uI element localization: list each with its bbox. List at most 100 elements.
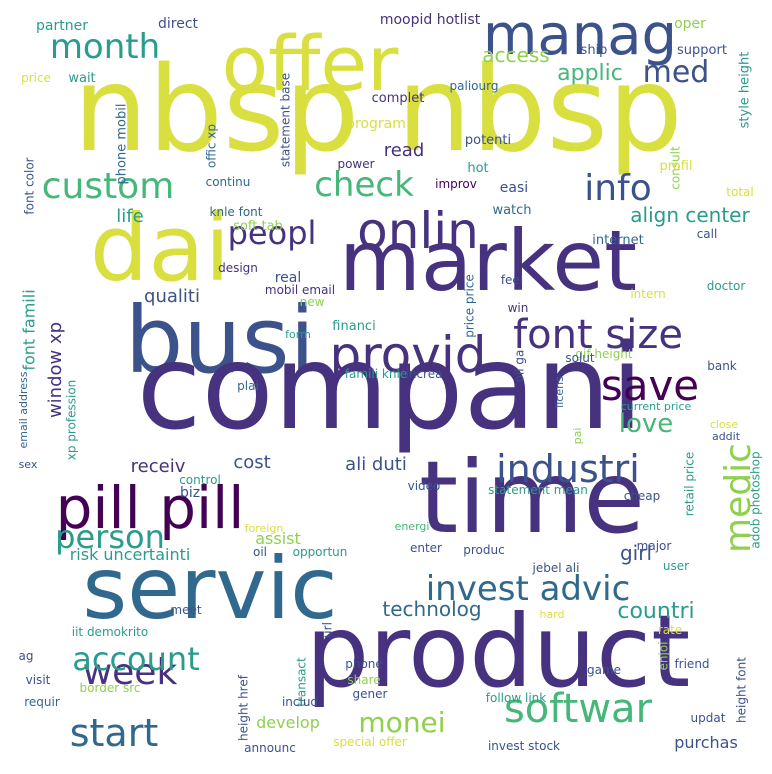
word-continu: continu <box>206 175 251 189</box>
word-check: check <box>314 165 414 205</box>
word-special-offer: special offer <box>333 735 407 749</box>
word-medic: medic <box>718 443 759 553</box>
word-save: save <box>601 361 699 410</box>
word-consult: consult <box>669 146 683 190</box>
word-addit: addit <box>712 430 741 443</box>
word-align-center: align center <box>630 203 750 227</box>
word-offic-xp: offic xp <box>205 124 219 168</box>
word-countri: countri <box>617 599 694 624</box>
word-iit-demokrito: iit demokrito <box>72 625 148 639</box>
word-complet: complet <box>372 91 425 106</box>
word-ag: ag <box>19 649 34 663</box>
word-person: person <box>55 518 165 556</box>
word-soft-tab: soft tab <box>233 219 283 234</box>
word-ship: ship <box>581 43 608 58</box>
word-font-size: font size <box>513 312 683 358</box>
word-enjoi: enjoi <box>657 642 671 671</box>
word-url: url <box>321 622 335 638</box>
word-med: med <box>643 55 710 90</box>
word-mobil-email: mobil email <box>265 283 335 297</box>
word-market: market <box>339 212 637 310</box>
word-watch: watch <box>492 203 531 218</box>
word-rate: rate <box>658 623 682 637</box>
word-phone: phone <box>345 657 383 671</box>
word-dai: dai <box>90 195 230 302</box>
word-softwar: softwar <box>504 686 653 732</box>
word-email-address: email address <box>17 371 30 448</box>
word-hot: hot <box>467 161 488 176</box>
word-girl: girl <box>620 541 652 565</box>
word-financi: financi <box>332 319 375 334</box>
word-compani: compani <box>137 318 644 456</box>
word-cheap: cheap <box>624 489 661 503</box>
word-qualiti: qualiti <box>144 286 200 307</box>
word-intern: intern <box>630 287 665 301</box>
word-account: account <box>72 640 199 678</box>
word-adob-photoshop: adob photoshop <box>749 451 763 548</box>
word-announc: announc <box>244 741 296 755</box>
word-oper: oper <box>674 16 706 32</box>
word-support: support <box>677 43 727 58</box>
word-paliourg: paliourg <box>450 79 499 93</box>
word-cost: cost <box>233 452 270 473</box>
word-knle-font: knle font <box>210 205 263 219</box>
word-height-href: height href <box>237 674 251 741</box>
word-internet: internet <box>592 233 643 248</box>
word-oil: oil <box>253 545 267 559</box>
word-font-color: font color <box>23 157 37 214</box>
word-offer: offer <box>222 19 400 108</box>
word-game: game <box>587 663 621 677</box>
word-solut: solut <box>565 351 595 365</box>
word-current-price: current price <box>621 400 692 413</box>
word-famili-knle: famili knle <box>345 367 407 381</box>
word-potenti: potenti <box>465 133 511 148</box>
word-peopl: peopl <box>228 214 317 252</box>
word-busi: busi <box>125 287 315 394</box>
word-nbsp-nbsp: nbsp nbsp <box>73 40 683 178</box>
word-moopid-hotlist: moopid hotlist <box>380 12 481 28</box>
word-friend: friend <box>674 657 709 671</box>
word-program: program <box>346 116 406 132</box>
word-new: new <box>300 295 325 309</box>
word-life: life <box>116 206 143 227</box>
word-statement-mean: statement mean <box>488 483 588 497</box>
word-ali-duti: ali duti <box>345 454 407 475</box>
word-phone-mobil: phone mobil <box>115 104 130 185</box>
word-servic: servic <box>82 539 337 639</box>
word-profil: profil <box>659 159 692 174</box>
word-gif-height: gif height <box>575 347 633 361</box>
word-total: total <box>726 185 753 199</box>
word-custom: custom <box>42 166 175 207</box>
word-video: video <box>408 479 441 493</box>
word-bank: bank <box>707 359 737 373</box>
word-invest-stock: invest stock <box>488 739 560 753</box>
word-invest-advic: invest advic <box>426 569 631 609</box>
word-risk-uncertainti: risk uncertainti <box>70 545 191 564</box>
word-control: control <box>179 473 221 487</box>
word-industri: industri <box>496 447 640 491</box>
word-real: real <box>275 270 302 286</box>
word-updat: updat <box>691 711 726 725</box>
word-purchas: purchas <box>674 733 738 752</box>
word-jebel-ali: jebel ali <box>532 561 580 575</box>
word-improv: improv <box>435 177 477 191</box>
word-call: call <box>697 227 718 241</box>
word-pai: pai <box>571 428 584 445</box>
word-hard: hard <box>539 608 564 621</box>
word-energi: energi <box>395 520 430 533</box>
word-week: week <box>83 652 178 693</box>
word-love: love <box>619 409 674 439</box>
word-provid: provid <box>329 326 486 384</box>
word-direct: direct <box>158 16 199 32</box>
word-technolog: technolog <box>382 597 481 621</box>
word-font-famili: font famili <box>20 289 39 370</box>
word-height-font: height font <box>735 657 749 723</box>
word-biz: biz <box>180 485 200 501</box>
word-foreign: foreign <box>245 522 284 535</box>
word-win: win <box>508 301 529 315</box>
word-xp-profession: xp profession <box>65 380 79 461</box>
word-price: price <box>21 71 51 85</box>
word-share: share <box>347 673 380 687</box>
word-meet: meet <box>170 603 201 617</box>
